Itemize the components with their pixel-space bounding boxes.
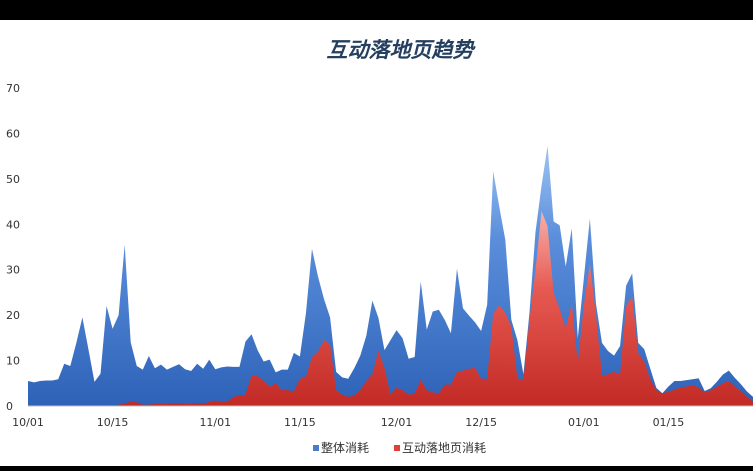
x-tick-label: 10/01 (12, 416, 44, 429)
legend-swatch-1 (313, 445, 319, 451)
y-tick-label: 10 (6, 355, 20, 368)
y-tick-label: 0 (6, 400, 13, 413)
x-tick-label: 01/01 (568, 416, 600, 429)
legend-label-1: 整体消耗 (321, 440, 369, 455)
legend-label-2: 互动落地页消耗 (402, 441, 486, 455)
x-tick-label: 11/15 (284, 416, 316, 429)
series-area-2 (28, 211, 753, 406)
y-tick-label: 60 (6, 127, 20, 140)
y-tick-label: 40 (6, 218, 20, 231)
x-tick-label: 01/15 (653, 416, 685, 429)
x-tick-label: 12/01 (381, 416, 413, 429)
y-tick-label: 30 (6, 264, 20, 277)
legend-swatch-2 (394, 445, 400, 451)
x-tick-label: 10/15 (97, 416, 129, 429)
window-bottom-bar (0, 466, 753, 471)
window-top-bar (0, 0, 753, 20)
x-tick-label: 11/01 (199, 416, 231, 429)
x-tick-label: 12/15 (465, 416, 497, 429)
y-tick-label: 70 (6, 82, 20, 95)
y-tick-label: 50 (6, 173, 20, 186)
y-tick-label: 20 (6, 309, 20, 322)
chart-title: 互动落地页趋势 (326, 38, 474, 62)
